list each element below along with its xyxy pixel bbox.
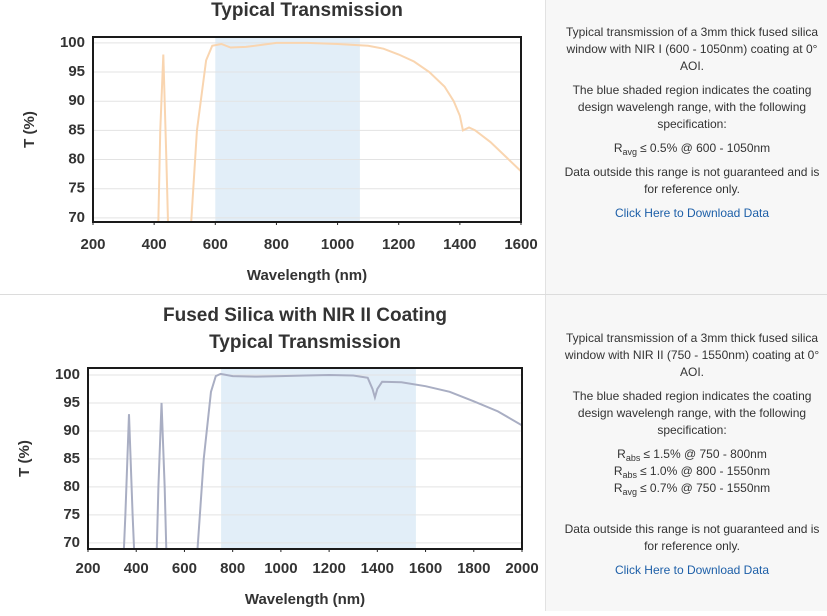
y-tick-label: 90 xyxy=(68,92,85,109)
spec-line: Ravg ≤ 0.5% @ 600 - 1050nm xyxy=(558,140,826,157)
y-tick-label: 90 xyxy=(63,422,80,439)
chart-title: Fused Silica with NIR II Coating xyxy=(163,305,447,326)
spec-text: ≤ 0.5% @ 600 - 1050nm xyxy=(640,141,771,155)
y-tick-label: 95 xyxy=(68,63,85,80)
y-tick-label: 95 xyxy=(63,394,80,411)
x-tick-label: 600 xyxy=(172,560,197,577)
x-axis-label: Wavelength (nm) xyxy=(245,591,365,608)
spec-text: ≤ 0.7% @ 750 - 1550nm xyxy=(640,481,771,495)
spec-symbol: R xyxy=(613,464,623,478)
description: Typical transmission of a 3mm thick fuse… xyxy=(565,25,819,73)
spec-text: ≤ 1.0% @ 800 - 1550nm xyxy=(640,464,771,478)
transmission-curve xyxy=(157,41,521,222)
x-tick-label: 1200 xyxy=(382,236,415,253)
shaded-range xyxy=(215,37,360,222)
plot-frame xyxy=(92,36,522,223)
x-tick-label: 600 xyxy=(203,236,228,253)
x-tick-label: 1400 xyxy=(361,560,394,577)
spec-subscript: abs xyxy=(622,470,637,480)
x-tick-label: 400 xyxy=(124,560,149,577)
y-tick-label: 80 xyxy=(63,478,80,495)
y-tick-label: 100 xyxy=(60,34,85,51)
x-tick-label: 1600 xyxy=(409,560,442,577)
x-tick-label: 1200 xyxy=(312,560,345,577)
download-link[interactable]: Click Here to Download Data xyxy=(614,563,770,577)
x-tick-label: 1600 xyxy=(504,236,537,253)
note: The blue shaded region indicates the coa… xyxy=(572,83,812,131)
x-tick-label: 1000 xyxy=(264,560,297,577)
x-tick-label: 1000 xyxy=(321,236,354,253)
x-tick-label: 400 xyxy=(142,236,167,253)
y-tick-label: 70 xyxy=(63,534,80,551)
chart: Typical Transmission 70 75 80 85 90 95 100 200 40… xyxy=(21,0,538,284)
y-tick-label: 75 xyxy=(63,506,80,523)
transmission-curve xyxy=(122,372,522,549)
description: Typical transmission of a 3mm thick fuse… xyxy=(564,331,820,379)
y-tick-label: 75 xyxy=(68,180,85,197)
x-tick-label: 1400 xyxy=(443,236,476,253)
y-tick-label: 80 xyxy=(68,151,85,168)
x-tick-label: 1800 xyxy=(457,560,490,577)
x-tick-label: 200 xyxy=(75,560,100,577)
chart: Fused Silica with NIR II Coating Typical … xyxy=(16,305,539,608)
spec-line: Rabs ≤ 1.5% @ 750 - 800nm xyxy=(558,446,826,463)
y-axis-label: T (%) xyxy=(21,111,38,148)
chart-panel: Fused Silica with NIR II Coating Typical … xyxy=(0,295,545,611)
spec-symbol: R xyxy=(613,141,623,155)
specs: Rabs ≤ 1.5% @ 750 - 800nm Rabs ≤ 1.0% @ 800… xyxy=(558,446,826,497)
chart-title: Typical Transmission xyxy=(211,0,403,21)
spec-subscript: avg xyxy=(622,147,637,157)
x-tick-label: 800 xyxy=(220,560,245,577)
spec-symbol: R xyxy=(617,447,626,461)
info-panel: Typical transmission of a 3mm thick fuse… xyxy=(545,295,827,611)
chart-panel: Typical Transmission 70 75 80 85 90 95 100 200 40… xyxy=(0,0,545,294)
disclaimer: Data outside this range is not guarantee… xyxy=(564,522,820,553)
spec-line: Rabs ≤ 1.0% @ 800 - 1550nm xyxy=(558,463,826,480)
download-link[interactable]: Click Here to Download Data xyxy=(614,206,770,220)
chart-title: Typical Transmission xyxy=(209,332,401,353)
specs: Ravg ≤ 0.5% @ 600 - 1050nm xyxy=(558,140,826,157)
x-tick-label: 800 xyxy=(264,236,289,253)
y-tick-label: 85 xyxy=(68,121,85,138)
spec-line: Ravg ≤ 0.7% @ 750 - 1550nm xyxy=(558,480,826,497)
spec-text: ≤ 1.5% @ 750 - 800nm xyxy=(643,447,767,461)
product-row: Fused Silica with NIR II Coating Typical … xyxy=(0,295,827,611)
x-axis-label: Wavelength (nm) xyxy=(247,267,367,284)
y-axis-label: T (%) xyxy=(16,440,33,477)
x-tick-label: 200 xyxy=(80,236,105,253)
info-panel: Typical transmission of a 3mm thick fuse… xyxy=(545,0,827,294)
plot-frame xyxy=(87,367,523,550)
y-tick-label: 85 xyxy=(63,450,80,467)
y-tick-label: 70 xyxy=(68,209,85,226)
y-tick-label: 100 xyxy=(55,366,80,383)
product-row: Typical Transmission 70 75 80 85 90 95 100 200 40… xyxy=(0,0,827,295)
spec-subscript: abs xyxy=(625,453,641,463)
disclaimer: Data outside this range is not guarantee… xyxy=(564,165,820,196)
x-tick-label: 2000 xyxy=(505,560,538,577)
spec-symbol: R xyxy=(613,481,623,495)
note: The blue shaded region indicates the coa… xyxy=(572,389,812,437)
spec-subscript: avg xyxy=(622,487,637,497)
